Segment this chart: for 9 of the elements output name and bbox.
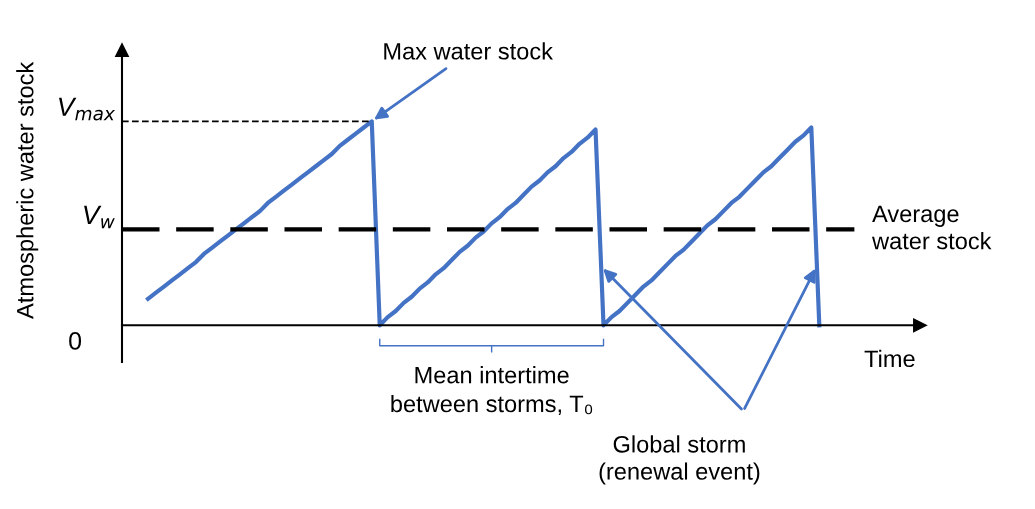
text: Mean intertime between storms, T₀ [391,366,593,416]
ref-line-label: V$_{max}$ [59,97,116,121]
y-axis-title: Atmospheric water stock [16,61,39,319]
text: Max water stock [384,42,553,60]
text: Average water stock [872,205,992,250]
x-axis-title: Time [864,349,915,368]
ref-line-label: V$_{w}$ [84,205,115,229]
text: Global storm (renewal event) [599,435,760,485]
text: 0 [69,332,82,350]
